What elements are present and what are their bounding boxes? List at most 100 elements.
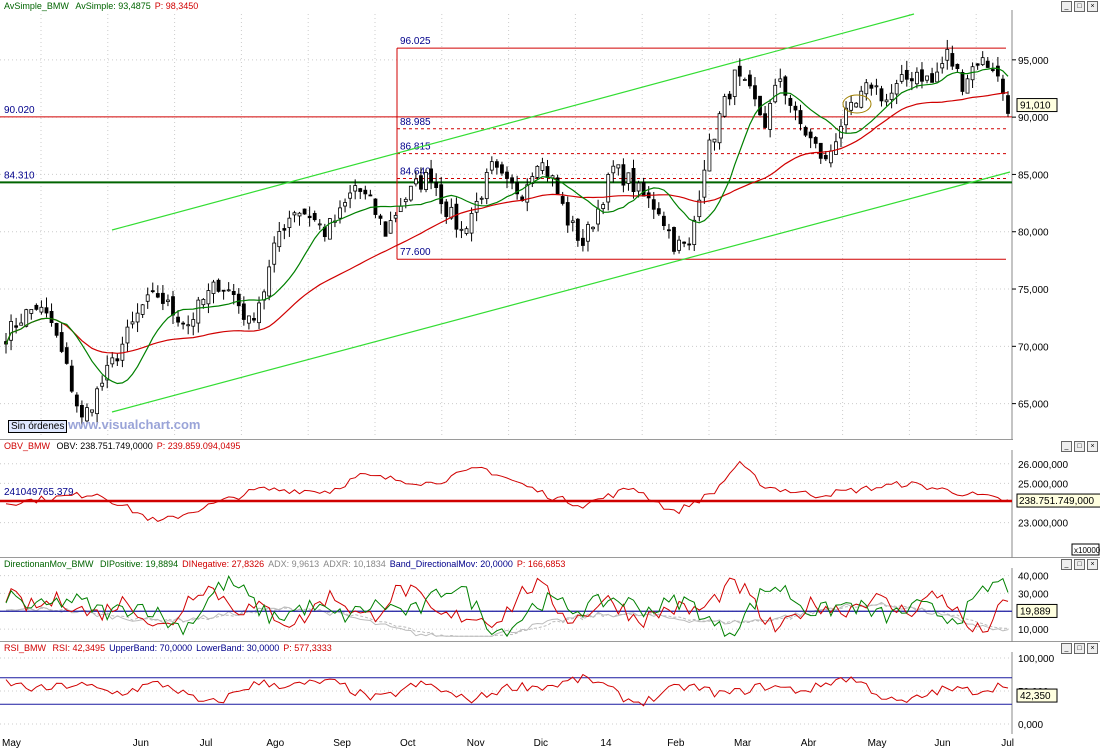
price-panel[interactable]: 65,000 70,000 75,000 80,000 85,000 90,000 95,0… [0, 0, 1100, 440]
candle-body [59, 332, 64, 352]
candle-body [454, 203, 459, 230]
candle-body [489, 161, 494, 171]
close-icon[interactable]: × [1087, 643, 1098, 654]
candle-body [85, 407, 89, 422]
minimize-icon[interactable]: _ [1061, 1, 1072, 12]
candle-body [935, 71, 940, 83]
rsi-window-controls: _ □ × [1061, 643, 1098, 654]
candle-body [449, 206, 454, 219]
obv-window-controls: _ □ × [1061, 441, 1098, 452]
obv-last-value: 238.751.749,000 [1019, 496, 1095, 507]
obv-header: OBV_BMW OBV: 238.751.749,0000 P: 239.859.… [4, 441, 240, 451]
indicator-value: DIPositive: 19,8894 [100, 559, 179, 569]
obv-panel[interactable]: 23.000,000 25.000,000 26.000,000 241049765.… [0, 440, 1100, 558]
candle-body [353, 185, 358, 192]
candle-body [140, 304, 145, 315]
obv-chart[interactable]: 23.000,000 25.000,000 26.000,000 241049765.… [0, 440, 1100, 558]
candle-body [1001, 78, 1005, 95]
candle-body [110, 357, 115, 365]
candle-body [1006, 95, 1010, 114]
candle-body [975, 63, 980, 66]
candle-body [338, 207, 342, 219]
sin-ordenes-button[interactable]: Sin órdenes [8, 420, 68, 433]
price-y-tick-label: 80,000 [1018, 228, 1049, 239]
obv-line [5, 460, 1009, 522]
candle-body [160, 292, 165, 304]
dmi-y-tick-label: 30,000 [1018, 589, 1049, 600]
candle-body [560, 196, 565, 204]
indicator-value: DINegative: 27,8326 [182, 559, 265, 569]
candle-body [181, 322, 186, 325]
indicator-value: Band_DirectionalMov: 20,0000 [389, 559, 513, 569]
price-y-tick-label: 65,000 [1018, 400, 1049, 411]
candle-body [545, 166, 550, 178]
candle-body [297, 212, 302, 217]
candle-body [247, 315, 251, 324]
candle-body [985, 60, 990, 68]
candle-body [570, 220, 575, 223]
price-y-tick-label: 95,000 [1018, 56, 1049, 67]
candle-body [586, 224, 590, 242]
candle-body [616, 164, 621, 169]
candle-body [201, 299, 206, 306]
candle-body [155, 293, 160, 298]
candle-body [54, 322, 59, 336]
dmi-indicator-name: DirectionanMov_BMW [4, 559, 94, 569]
candle-body [510, 177, 514, 184]
candle-body [95, 388, 99, 415]
x-axis-month-label: Jul [200, 738, 213, 749]
rsi-line [5, 673, 1009, 707]
restore-icon[interactable]: □ [1074, 1, 1085, 12]
candle-body [844, 107, 848, 126]
highlight-ellipse [842, 94, 872, 114]
restore-icon[interactable]: □ [1074, 559, 1085, 570]
candle-body [656, 208, 661, 215]
restore-icon[interactable]: □ [1074, 643, 1085, 654]
candle-body [591, 226, 595, 230]
candle-body [80, 405, 84, 418]
candle-body [641, 182, 646, 197]
channel-lower-line [111, 171, 1011, 413]
restore-icon[interactable]: □ [1074, 441, 1085, 452]
dmi-last-value: 19,889 [1020, 606, 1051, 617]
candle-body [778, 78, 783, 82]
candle-body [388, 220, 393, 234]
minimize-icon[interactable]: _ [1061, 441, 1072, 452]
candle-body [596, 208, 600, 225]
candle-body [176, 316, 180, 323]
close-icon[interactable]: × [1087, 441, 1098, 452]
candle-body [869, 84, 874, 89]
close-icon[interactable]: × [1087, 559, 1098, 570]
dmi-last-value-box [1016, 603, 1058, 618]
candle-body [854, 102, 859, 108]
close-icon[interactable]: × [1087, 1, 1098, 12]
watermark: www.visualchart.com [68, 417, 201, 432]
candle-body [505, 171, 509, 179]
dmi-header: DirectionanMov_BMW DIPositive: 19,8894 DI… [4, 559, 565, 569]
minimize-icon[interactable]: _ [1061, 643, 1072, 654]
indicator-value: P: 166,6853 [516, 559, 566, 569]
adx-line [5, 601, 1009, 637]
candle-body [727, 93, 732, 100]
x-axis-month-label: May [868, 738, 887, 749]
price-chart[interactable]: 65,000 70,000 75,000 80,000 85,000 90,000 95,0… [0, 0, 1100, 440]
rsi-indicator-values: RSI: 42,3495 UpperBand: 70,0000 LowerBand:… [49, 643, 332, 653]
obv-indicator-name: OBV_BMW [4, 441, 51, 451]
candle-body [312, 213, 317, 221]
moving-average-slow [5, 92, 1009, 354]
candle-body [19, 322, 24, 326]
candle-body [515, 181, 520, 195]
dmi-indicator-values: DIPositive: 19,8894 DINegative: 27,8326 AD… [96, 559, 565, 569]
candle-body [424, 171, 428, 190]
candle-body [990, 69, 995, 71]
candle-body [34, 304, 39, 310]
candle-body [302, 208, 307, 215]
candle-body [105, 364, 110, 381]
minimize-icon[interactable]: _ [1061, 559, 1072, 570]
candle-body [145, 294, 150, 302]
support-label: 84.310 [4, 170, 35, 181]
